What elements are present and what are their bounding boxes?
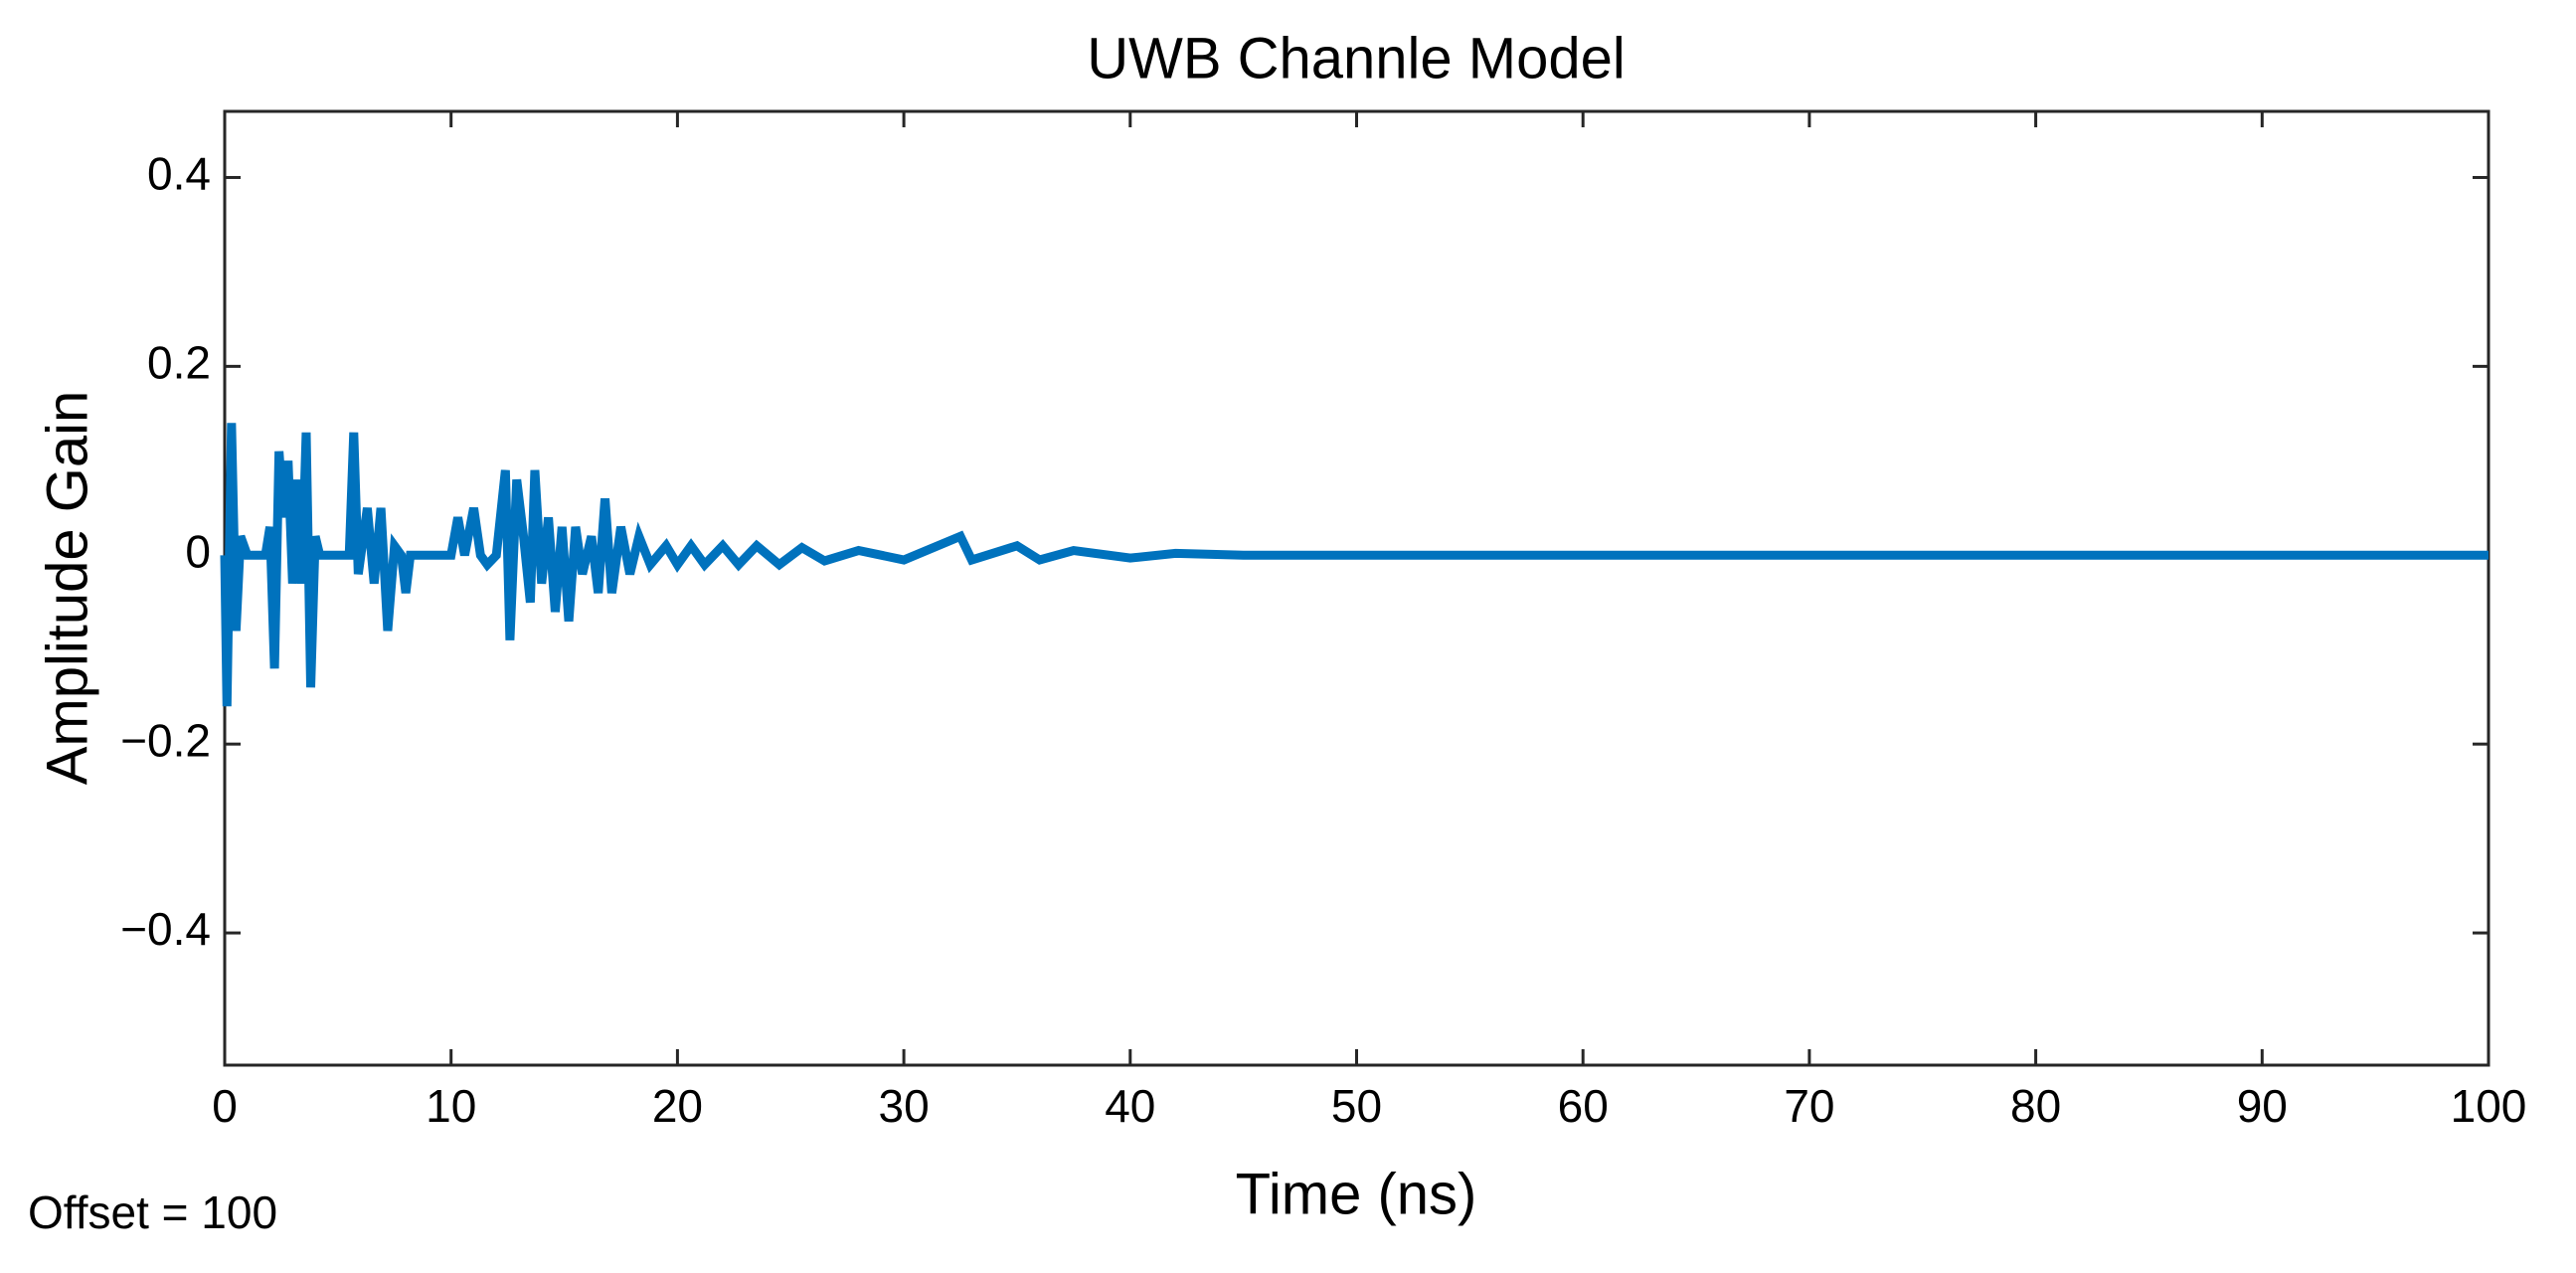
y-tick-label: 0 — [185, 525, 211, 577]
y-tick-label: −0.4 — [120, 903, 211, 955]
chart-title: UWB Channle Model — [1087, 26, 1626, 91]
x-tick-label: 60 — [1558, 1080, 1609, 1132]
x-tick-label: 50 — [1331, 1080, 1382, 1132]
y-tick-label: 0.2 — [147, 337, 211, 389]
x-tick-label: 70 — [1784, 1080, 1834, 1132]
x-tick-label: 90 — [2237, 1080, 2288, 1132]
x-tick-label: 30 — [879, 1080, 930, 1132]
y-axis-label: Amplitude Gain — [35, 391, 99, 786]
x-tick-label: 0 — [212, 1080, 238, 1132]
x-tick-label: 10 — [426, 1080, 476, 1132]
x-tick-label: 100 — [2451, 1080, 2527, 1132]
data-line — [220, 423, 2489, 707]
x-axis-label: Time (ns) — [1236, 1162, 1477, 1226]
y-tick-label: 0.4 — [147, 148, 211, 200]
x-tick-label: 20 — [652, 1080, 703, 1132]
x-tick-label: 80 — [2010, 1080, 2061, 1132]
annotation: Offset = 100 — [28, 1186, 277, 1238]
x-tick-label: 40 — [1105, 1080, 1155, 1132]
y-tick-label: −0.2 — [120, 714, 211, 766]
